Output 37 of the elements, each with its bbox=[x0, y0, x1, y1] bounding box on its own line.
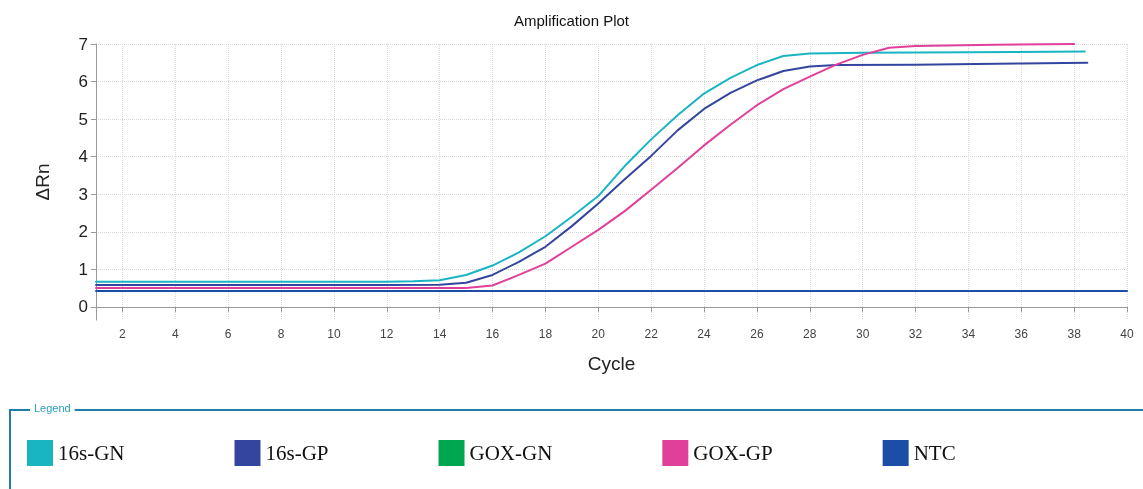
legend-title: Legend bbox=[34, 401, 71, 414]
y-tick-label: 3 bbox=[78, 184, 88, 204]
x-tick-label: 34 bbox=[961, 327, 976, 341]
x-tick-label: 10 bbox=[327, 327, 341, 341]
x-tick-label: 28 bbox=[803, 327, 817, 341]
x-tick-label: 38 bbox=[1067, 327, 1082, 341]
legend-label: 16s-GP bbox=[265, 441, 329, 465]
x-tick-label: 30 bbox=[855, 327, 870, 341]
x-tick-label: 18 bbox=[538, 327, 553, 341]
x-tick-label: 20 bbox=[591, 327, 606, 341]
x-tick-label: 36 bbox=[1014, 327, 1029, 341]
y-tick-label: 6 bbox=[78, 72, 88, 92]
legend-label: GOX-GN bbox=[469, 441, 553, 465]
x-tick-label: 40 bbox=[1120, 327, 1134, 341]
y-tick-label: 2 bbox=[78, 222, 88, 242]
x-tick-label: 8 bbox=[277, 327, 285, 341]
x-tick-label: 32 bbox=[908, 327, 923, 341]
y-tick-label: 5 bbox=[78, 109, 88, 129]
x-tick-label: 24 bbox=[697, 327, 712, 341]
x-tick-label: 2 bbox=[119, 327, 127, 341]
y-tick-label: 7 bbox=[78, 34, 88, 54]
x-tick-label: 14 bbox=[432, 327, 447, 341]
x-tick-label: 16 bbox=[485, 327, 500, 341]
legend-label: NTC bbox=[913, 441, 956, 465]
y-tick-label: 0 bbox=[78, 297, 88, 317]
legend-label: GOX-GP bbox=[693, 441, 773, 465]
x-tick-label: 6 bbox=[224, 327, 232, 341]
x-tick-label: 12 bbox=[380, 327, 394, 341]
y-tick-label: 1 bbox=[78, 259, 88, 279]
y-tick-label: 4 bbox=[78, 147, 88, 167]
y-axis-title: ΔRn bbox=[32, 163, 53, 201]
chart-title: Amplification Plot bbox=[513, 12, 630, 29]
x-tick-label: 22 bbox=[644, 327, 659, 341]
x-tick-label: 4 bbox=[171, 327, 179, 341]
x-axis-title: Cycle bbox=[587, 353, 636, 374]
legend-label: 16s-GN bbox=[58, 441, 125, 465]
x-tick-label: 26 bbox=[750, 327, 764, 341]
